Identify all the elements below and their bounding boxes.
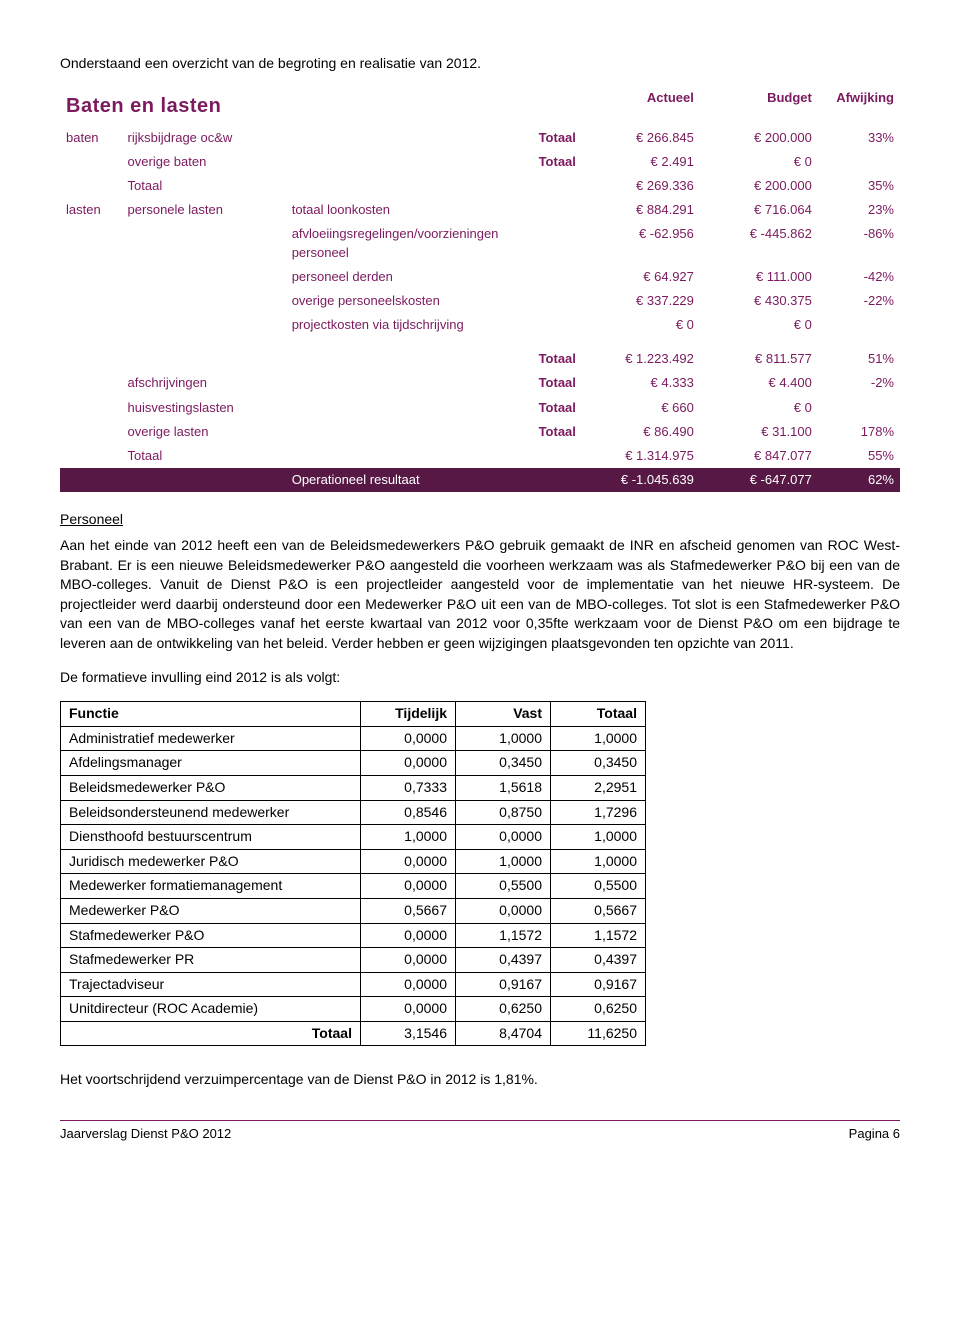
col-functie: Functie bbox=[61, 702, 361, 727]
personeel-body: Aan het einde van 2012 heeft een van de … bbox=[60, 536, 900, 654]
functie-cell: 0,6250 bbox=[551, 997, 646, 1022]
functie-cell: 0,0000 bbox=[361, 923, 456, 948]
functie-cell: 1,1572 bbox=[456, 923, 551, 948]
functie-row: Beleidsmedewerker P&O0,73331,56182,2951 bbox=[61, 775, 646, 800]
section-title: Baten en lasten bbox=[66, 89, 576, 123]
col-afwijking: Afwijking bbox=[818, 86, 900, 126]
verzuim-text: Het voortschrijdend verzuimpercentage va… bbox=[60, 1070, 900, 1090]
functie-cell: Beleidsondersteunend medewerker bbox=[61, 800, 361, 825]
functie-cell: 0,8546 bbox=[361, 800, 456, 825]
table-row: afvloeiingsregelingen/voorzieningen pers… bbox=[60, 222, 900, 264]
functie-cell: 1,0000 bbox=[551, 849, 646, 874]
functie-cell: 0,3450 bbox=[456, 751, 551, 776]
table-row: afschrijvingen Totaal € 4.333 € 4.400 -2… bbox=[60, 371, 900, 395]
functie-cell: 0,3450 bbox=[551, 751, 646, 776]
table-row: Totaal € 1.223.492 € 811.577 51% bbox=[60, 347, 900, 371]
table-row: overige lasten Totaal € 86.490 € 31.100 … bbox=[60, 420, 900, 444]
functie-header-row: Functie Tijdelijk Vast Totaal bbox=[61, 702, 646, 727]
functie-cell: 1,0000 bbox=[551, 726, 646, 751]
functie-cell: 0,0000 bbox=[361, 751, 456, 776]
functie-cell: Medewerker formatiemanagement bbox=[61, 874, 361, 899]
functie-row: Beleidsondersteunend medewerker0,85460,8… bbox=[61, 800, 646, 825]
functie-cell: 1,0000 bbox=[456, 726, 551, 751]
functie-cell: 0,5667 bbox=[361, 898, 456, 923]
functie-cell: 0,5667 bbox=[551, 898, 646, 923]
functie-cell: 0,0000 bbox=[456, 825, 551, 850]
functie-cell: 0,0000 bbox=[361, 726, 456, 751]
functie-cell: 1,1572 bbox=[551, 923, 646, 948]
functie-cell: 0,0000 bbox=[361, 997, 456, 1022]
table-row: personeel derden € 64.927 € 111.000 -42% bbox=[60, 265, 900, 289]
functie-row: Trajectadviseur0,00000,91670,9167 bbox=[61, 972, 646, 997]
functie-cell: 0,0000 bbox=[456, 898, 551, 923]
functie-cell: 0,8750 bbox=[456, 800, 551, 825]
functie-cell: 0,0000 bbox=[361, 849, 456, 874]
functie-cell: 0,0000 bbox=[361, 948, 456, 973]
col-totaal: Totaal bbox=[551, 702, 646, 727]
footer-right: Pagina 6 bbox=[849, 1125, 900, 1143]
functie-cell: Trajectadviseur bbox=[61, 972, 361, 997]
footer-left: Jaarverslag Dienst P&O 2012 bbox=[60, 1125, 231, 1143]
functie-row: Afdelingsmanager0,00000,34500,3450 bbox=[61, 751, 646, 776]
col-vast: Vast bbox=[456, 702, 551, 727]
functie-cell: Medewerker P&O bbox=[61, 898, 361, 923]
functie-cell: 0,4397 bbox=[551, 948, 646, 973]
functie-cell: 0,6250 bbox=[456, 997, 551, 1022]
functie-table: Functie Tijdelijk Vast Totaal Administra… bbox=[60, 701, 646, 1046]
functie-cell: 2,2951 bbox=[551, 775, 646, 800]
functie-row: Diensthoofd bestuurscentrum1,00000,00001… bbox=[61, 825, 646, 850]
table-row: overige personeelskosten € 337.229 € 430… bbox=[60, 289, 900, 313]
table-header-row: Baten en lasten Actueel Budget Afwijking bbox=[60, 86, 900, 126]
functie-cell: 1,0000 bbox=[361, 825, 456, 850]
functie-row: Stafmedewerker PR0,00000,43970,4397 bbox=[61, 948, 646, 973]
functie-row: Medewerker formatiemanagement0,00000,550… bbox=[61, 874, 646, 899]
cat-lasten: lasten bbox=[60, 198, 122, 222]
functie-row: Administratief medewerker0,00001,00001,0… bbox=[61, 726, 646, 751]
functie-totaal-row: Totaal 3,1546 8,4704 11,6250 bbox=[61, 1021, 646, 1046]
functie-cell: Administratief medewerker bbox=[61, 726, 361, 751]
functie-cell: Juridisch medewerker P&O bbox=[61, 849, 361, 874]
functie-cell: 0,0000 bbox=[361, 874, 456, 899]
functie-cell: Diensthoofd bestuurscentrum bbox=[61, 825, 361, 850]
formatieve-intro: De formatieve invulling eind 2012 is als… bbox=[60, 668, 900, 688]
functie-cell: Stafmedewerker PR bbox=[61, 948, 361, 973]
intro-text: Onderstaand een overzicht van de begroti… bbox=[60, 54, 900, 74]
functie-cell: 1,7296 bbox=[551, 800, 646, 825]
cat-baten: baten bbox=[60, 126, 122, 150]
functie-cell: 1,0000 bbox=[551, 825, 646, 850]
functie-cell: 0,7333 bbox=[361, 775, 456, 800]
functie-cell: Beleidsmedewerker P&O bbox=[61, 775, 361, 800]
table-row: lasten personele lasten totaal loonkoste… bbox=[60, 198, 900, 222]
col-actueel: Actueel bbox=[582, 86, 700, 126]
functie-cell: 1,5618 bbox=[456, 775, 551, 800]
functie-cell: 0,9167 bbox=[456, 972, 551, 997]
totaal-label: Totaal bbox=[61, 1021, 361, 1046]
table-row: projectkosten via tijdschrijving € 0 € 0 bbox=[60, 313, 900, 337]
functie-cell: 0,0000 bbox=[361, 972, 456, 997]
col-budget: Budget bbox=[700, 86, 818, 126]
result-row: Operationeel resultaat € -1.045.639 € -6… bbox=[60, 468, 900, 492]
personeel-heading: Personeel bbox=[60, 510, 900, 530]
col-tijdelijk: Tijdelijk bbox=[361, 702, 456, 727]
table-row: baten rijksbijdrage oc&w Totaal € 266.84… bbox=[60, 126, 900, 150]
table-row-spacer bbox=[60, 337, 900, 347]
table-row: Totaal € 1.314.975 € 847.077 55% bbox=[60, 444, 900, 468]
table-row: huisvestingslasten Totaal € 660 € 0 bbox=[60, 396, 900, 420]
functie-cell: 0,5500 bbox=[456, 874, 551, 899]
functie-cell: Stafmedewerker P&O bbox=[61, 923, 361, 948]
table-row: overige baten Totaal € 2.491 € 0 bbox=[60, 150, 900, 174]
functie-row: Juridisch medewerker P&O0,00001,00001,00… bbox=[61, 849, 646, 874]
budget-table: Baten en lasten Actueel Budget Afwijking… bbox=[60, 86, 900, 493]
functie-row: Unitdirecteur (ROC Academie)0,00000,6250… bbox=[61, 997, 646, 1022]
functie-cell: Unitdirecteur (ROC Academie) bbox=[61, 997, 361, 1022]
functie-row: Medewerker P&O0,56670,00000,5667 bbox=[61, 898, 646, 923]
functie-cell: 0,9167 bbox=[551, 972, 646, 997]
functie-cell: 0,4397 bbox=[456, 948, 551, 973]
functie-cell: 1,0000 bbox=[456, 849, 551, 874]
footer-rule: Jaarverslag Dienst P&O 2012 Pagina 6 bbox=[60, 1120, 900, 1143]
table-row: Totaal € 269.336 € 200.000 35% bbox=[60, 174, 900, 198]
functie-cell: Afdelingsmanager bbox=[61, 751, 361, 776]
functie-cell: 0,5500 bbox=[551, 874, 646, 899]
functie-row: Stafmedewerker P&O0,00001,15721,1572 bbox=[61, 923, 646, 948]
